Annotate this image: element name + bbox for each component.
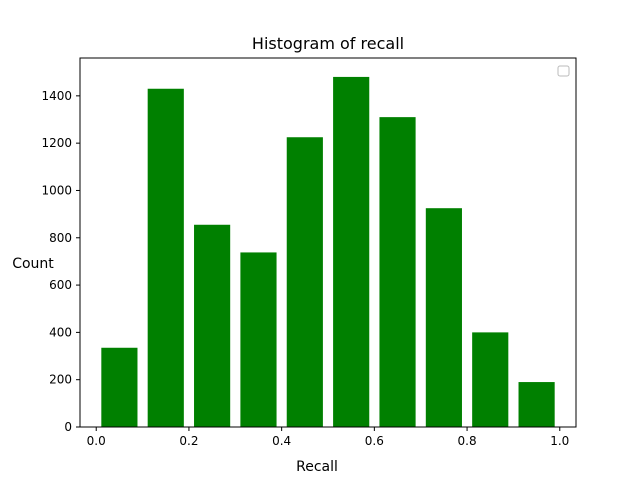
- y-axis-ticks: 0 200 400 600 800 1000 1200 1400: [41, 89, 80, 434]
- y-tick-label: 0: [64, 420, 72, 434]
- y-axis-label: Count: [12, 256, 54, 272]
- y-tick-label: 200: [49, 373, 72, 387]
- bar-4: [286, 137, 323, 428]
- x-tick-label: 0.8: [458, 434, 477, 448]
- x-tick-label: 0.0: [87, 434, 106, 448]
- y-tick-label: 1400: [41, 89, 72, 103]
- y-tick-label: 1200: [41, 136, 72, 150]
- bar-7: [425, 208, 462, 427]
- x-axis-ticks: 0.0 0.2 0.4 0.6 0.8 1.0: [87, 427, 569, 448]
- plot-frame: [79, 57, 577, 428]
- bar-9: [518, 382, 555, 427]
- bar-0: [101, 347, 138, 427]
- bar-1: [147, 88, 184, 427]
- x-axis-label: Recall: [296, 459, 338, 475]
- bar-3: [240, 252, 277, 427]
- y-tick-label: 1000: [41, 183, 72, 197]
- x-tick-label: 0.4: [272, 434, 291, 448]
- x-tick-label: 0.6: [365, 434, 384, 448]
- chart-title: Histogram of recall: [252, 34, 404, 53]
- legend-box: [557, 65, 570, 77]
- x-tick-label: 0.2: [179, 434, 198, 448]
- y-tick-label: 600: [49, 278, 72, 292]
- bar-5: [333, 76, 370, 428]
- y-tick-label: 400: [49, 325, 72, 339]
- bar-2: [194, 224, 231, 427]
- bars-group: [101, 76, 555, 428]
- bar-6: [379, 117, 416, 427]
- x-tick-label: 1.0: [550, 434, 569, 448]
- bar-8: [472, 332, 509, 427]
- y-tick-label: 800: [49, 231, 72, 245]
